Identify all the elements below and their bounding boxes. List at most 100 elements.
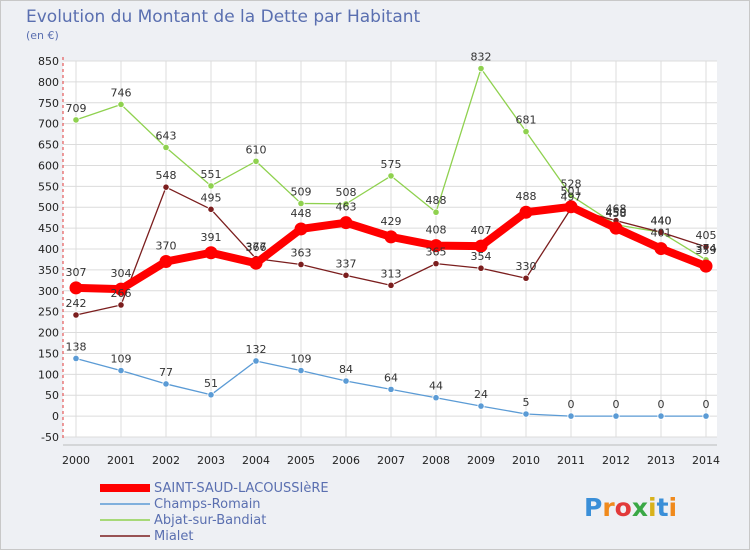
legend: SAINT-SAUD-LACOUSSIèREChamps-RomainAbjat… [100, 481, 329, 544]
data-label: 681 [516, 114, 537, 127]
data-label: 458 [606, 207, 627, 220]
data-label: 429 [381, 215, 402, 228]
data-label: 370 [156, 240, 177, 253]
data-label: 337 [336, 257, 357, 270]
data-label: 374 [696, 242, 717, 255]
data-label: 746 [111, 86, 132, 99]
data-label: 330 [516, 260, 537, 273]
data-point [477, 264, 485, 272]
data-point [342, 200, 350, 208]
data-point [72, 116, 80, 124]
data-point [117, 366, 125, 375]
x-tick-label: 2014 [692, 454, 720, 467]
data-point [162, 380, 170, 388]
series-0 [69, 200, 713, 296]
data-point [702, 412, 710, 420]
data-label: 77 [159, 366, 173, 379]
data-point [609, 221, 623, 235]
y-tick-label: 700 [38, 118, 59, 131]
data-label: 377 [246, 241, 267, 254]
y-tick-label: -50 [41, 431, 59, 444]
data-point [252, 357, 260, 365]
data-point [702, 243, 710, 251]
y-tick-label: 500 [38, 201, 59, 214]
data-label: 495 [201, 191, 222, 204]
data-point [384, 230, 398, 244]
data-label: 363 [291, 246, 312, 259]
data-point [342, 377, 350, 385]
y-tick-label: 150 [38, 347, 59, 360]
data-point [477, 402, 485, 410]
data-point [567, 191, 575, 200]
data-point [432, 260, 440, 268]
data-point [387, 281, 395, 289]
x-tick-label: 2000 [62, 454, 90, 467]
y-tick-label: 650 [38, 139, 59, 152]
data-label: 109 [111, 353, 132, 366]
data-point [477, 64, 485, 73]
x-tick-label: 2010 [512, 454, 540, 467]
data-label: 709 [66, 102, 87, 115]
data-point [297, 366, 305, 375]
data-label: 313 [381, 267, 402, 280]
data-point [159, 255, 173, 269]
data-point [162, 183, 170, 191]
data-point [252, 157, 260, 165]
data-label: 44 [429, 380, 443, 393]
data-point [204, 246, 218, 260]
x-tick-label: 2001 [107, 454, 135, 467]
y-tick-label: 250 [38, 306, 59, 319]
data-point [699, 259, 713, 273]
data-point [294, 222, 308, 236]
y-tick-label: 50 [45, 389, 59, 402]
data-point [564, 200, 578, 214]
data-point [474, 239, 488, 253]
data-label: 488 [426, 194, 447, 207]
data-labels: 138 109 77 51 132 109 84 64 44 24 5 0 0 0 0 709 746 643 55… [66, 51, 717, 412]
data-label: 401 [651, 227, 672, 240]
data-point [162, 143, 170, 152]
y-tick-label: 550 [38, 180, 59, 193]
data-label: 610 [246, 143, 267, 156]
data-label: 468 [606, 203, 627, 216]
data-point [657, 228, 665, 236]
data-label: 551 [201, 168, 222, 181]
chart-subtitle: (en €) [26, 29, 59, 42]
data-label: 407 [471, 224, 492, 237]
series-1 [72, 354, 710, 420]
data-label: 488 [516, 190, 537, 203]
y-tick-label: 200 [38, 327, 59, 340]
x-tick-label: 2005 [287, 454, 315, 467]
data-label: 528 [561, 178, 582, 191]
data-point [114, 282, 128, 296]
data-label: 508 [336, 186, 357, 199]
data-label: 0 [613, 398, 620, 411]
x-tick-label: 2002 [152, 454, 180, 467]
proxiti-logo: Proxiti [584, 493, 677, 522]
data-label: 391 [201, 231, 222, 244]
data-label: 5 [523, 396, 530, 409]
legend-label: Champs-Romain [154, 497, 261, 512]
y-tick-label: 350 [38, 264, 59, 277]
data-label: 448 [291, 207, 312, 220]
x-tick-label: 2007 [377, 454, 405, 467]
data-point [339, 216, 353, 230]
data-label: 359 [696, 244, 717, 257]
y-tick-label: 0 [52, 410, 59, 423]
data-label: 366 [246, 241, 267, 254]
data-label: 24 [474, 388, 488, 401]
data-point [657, 412, 665, 420]
y-tick-label: 850 [38, 55, 59, 68]
legend-label: Abjat-sur-Bandiat [154, 513, 266, 528]
data-point [72, 354, 80, 363]
data-label: 497 [561, 190, 582, 203]
y-tick-label: 300 [38, 285, 59, 298]
data-label: 304 [111, 267, 132, 280]
data-label: 365 [426, 246, 447, 259]
data-label: 501 [561, 185, 582, 198]
data-point [207, 182, 215, 190]
data-label: 84 [339, 363, 353, 376]
x-tick-label: 2011 [557, 454, 585, 467]
data-label: 0 [703, 398, 710, 411]
data-point [249, 256, 263, 270]
